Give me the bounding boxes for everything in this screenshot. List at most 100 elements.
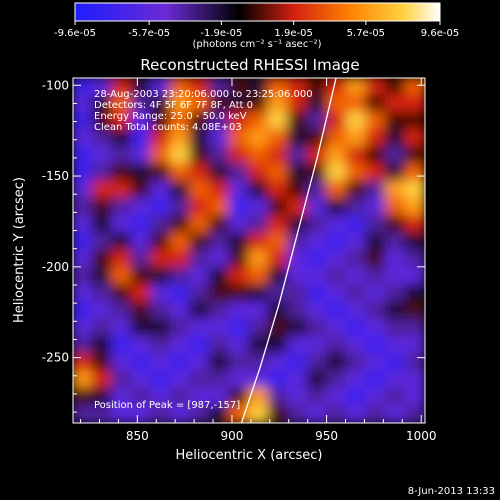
- heatmap-cell: [306, 370, 329, 390]
- heatmap-cell: [306, 94, 329, 114]
- colorbar-tick-label: -5.7e-05: [128, 28, 170, 39]
- heatmap-cell: [208, 197, 231, 217]
- heatmap-cell: [73, 215, 94, 235]
- heatmap-cell: [130, 318, 153, 338]
- heatmap-cell: [384, 128, 407, 148]
- heatmap-cell: [287, 284, 309, 304]
- heatmap-cell: [326, 111, 348, 131]
- y-tick-label: -200: [42, 260, 69, 274]
- heatmap-cell: [248, 404, 270, 423]
- heatmap-cell: [169, 94, 192, 114]
- heatmap-cell: [169, 404, 192, 423]
- heatmap-cell: [73, 180, 94, 200]
- heatmap-cell: [404, 232, 425, 252]
- heatmap-cell: [73, 387, 94, 407]
- heatmap-cell: [306, 249, 329, 269]
- colorbar-tick-label: 5.7e-05: [347, 28, 385, 39]
- heatmap-cell: [169, 180, 192, 200]
- heatmap-cell: [326, 387, 348, 407]
- heatmap-cell: [365, 335, 387, 355]
- heatmap-cell: [208, 128, 231, 148]
- heatmap-cell: [130, 128, 153, 148]
- heatmap-cell: [91, 232, 114, 252]
- heatmap-cell: [169, 163, 192, 183]
- heatmap-cell: [91, 78, 114, 97]
- heatmap-cell: [404, 335, 425, 355]
- heatmap-cell: [345, 353, 368, 373]
- heatmap-cell: [384, 404, 407, 423]
- annotation-block: 28-Aug-2003 23:20:06.000 to 23:25:06.000…: [94, 89, 313, 133]
- heatmap-cell: [404, 180, 425, 200]
- heatmap-cell: [130, 197, 153, 217]
- y-tick-label: -250: [42, 351, 69, 365]
- heatmap-cell: [189, 353, 211, 373]
- heatmap-cell: [306, 163, 329, 183]
- heatmap-cell: [111, 180, 133, 200]
- heatmap-cell: [169, 111, 192, 131]
- heatmap-cell: [208, 387, 231, 407]
- heatmap-cell: [130, 111, 153, 131]
- x-tick-label: 1000: [406, 429, 437, 443]
- heatmap-cell: [189, 404, 211, 423]
- heatmap-cell: [111, 301, 133, 321]
- heatmap-cell: [384, 335, 407, 355]
- heatmap-cell: [189, 284, 211, 304]
- heatmap-cell: [91, 180, 114, 200]
- heatmap-cell: [306, 353, 329, 373]
- heatmap-cell: [345, 232, 368, 252]
- x-tick-label: 950: [315, 429, 338, 443]
- heatmap-cell: [248, 111, 270, 131]
- heatmap-cell: [404, 94, 425, 114]
- heatmap-cell: [365, 284, 387, 304]
- heatmap-cell: [228, 404, 250, 423]
- heatmap-cell: [248, 266, 270, 286]
- heatmap-cell: [326, 404, 348, 423]
- heatmap-cell: [287, 163, 309, 183]
- heatmap-cell: [345, 249, 368, 269]
- colorbar-tick-label: 9.6e-05: [421, 28, 459, 39]
- heatmap-cell: [267, 146, 290, 166]
- heatmap-cell: [169, 335, 192, 355]
- heatmap-cell: [150, 197, 172, 217]
- heatmap-cell: [169, 78, 192, 97]
- heatmap-cell: [345, 404, 368, 423]
- solar-limb-curve: [240, 78, 337, 423]
- colorbar-ticks: [74, 21, 441, 25]
- heatmap-cell: [267, 370, 290, 390]
- heatmap-cell: [287, 353, 309, 373]
- heatmap-cell: [208, 232, 231, 252]
- heatmap-cell: [111, 128, 133, 148]
- heatmap-cell: [267, 404, 290, 423]
- heatmap-cell: [150, 94, 172, 114]
- heatmap-cell: [130, 370, 153, 390]
- heatmap-cell: [130, 146, 153, 166]
- heatmap-cell: [365, 215, 387, 235]
- heatmap-cell: [111, 111, 133, 131]
- heatmap-cell: [130, 335, 153, 355]
- heatmap-cell: [404, 163, 425, 183]
- heatmap-cell: [248, 163, 270, 183]
- heatmap-cell: [384, 284, 407, 304]
- heatmap-cell: [248, 249, 270, 269]
- heatmap-cell: [228, 128, 250, 148]
- heatmap-cell: [404, 301, 425, 321]
- heatmap-cell: [228, 266, 250, 286]
- heatmap-cell: [306, 284, 329, 304]
- heatmap-cell: [267, 163, 290, 183]
- heatmap-cell: [228, 180, 250, 200]
- heatmap-cell: [91, 284, 114, 304]
- heatmap-cell: [326, 146, 348, 166]
- heatmap-cell: [384, 318, 407, 338]
- heatmap-cell: [326, 318, 348, 338]
- heatmap-cell: [384, 249, 407, 269]
- heatmap-cell: [228, 215, 250, 235]
- heatmap-cell: [267, 335, 290, 355]
- heatmap-cell: [208, 215, 231, 235]
- heatmap-cell: [73, 353, 94, 373]
- heatmap-cell: [248, 335, 270, 355]
- heatmap-cell: [384, 180, 407, 200]
- heatmap-cell: [365, 146, 387, 166]
- heatmap-cell: [345, 370, 368, 390]
- heatmap-cell: [91, 318, 114, 338]
- heatmap-cell: [287, 370, 309, 390]
